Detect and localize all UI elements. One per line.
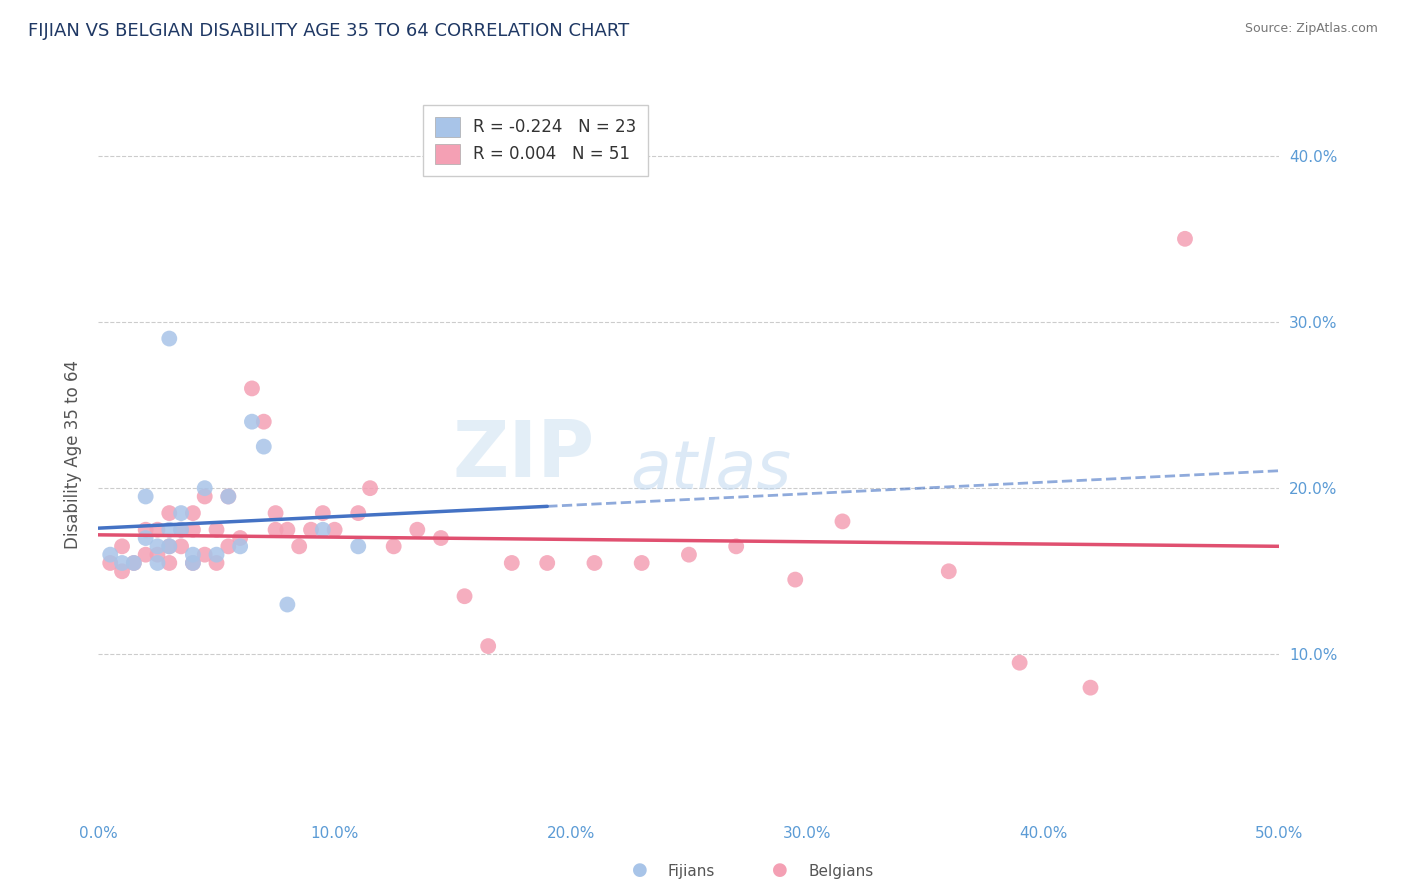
Point [157,332,180,346]
Point [240,381,263,395]
Legend: R = -0.224   N = 23, R = 0.004   N = 51: R = -0.224 N = 23, R = 0.004 N = 51 [423,105,648,176]
Point [146,539,169,553]
Point [938,564,960,578]
Point [194,490,217,504]
Point [217,539,239,553]
Point [122,556,145,570]
Point [111,564,134,578]
Point [359,481,381,495]
Point [312,523,335,537]
Point [146,556,169,570]
Point [170,539,193,553]
Point [288,539,311,553]
Point [264,523,287,537]
Point [264,506,287,520]
Point [276,523,298,537]
Point [1080,681,1102,695]
Text: Fijians: Fijians [668,863,716,879]
Point [276,598,298,612]
Point [630,556,652,570]
Point [205,523,228,537]
Point [1174,232,1197,246]
Point [240,415,263,429]
Point [253,440,276,454]
Text: ●: ● [772,861,789,879]
Point [135,531,157,545]
Point [135,490,157,504]
Text: ZIP: ZIP [453,417,595,493]
Point [831,515,853,529]
Point [583,556,606,570]
Point [157,523,180,537]
Point [181,506,204,520]
Point [1008,656,1031,670]
Point [453,589,475,603]
Point [181,556,204,570]
Point [111,539,134,553]
Point [253,415,276,429]
Point [170,523,193,537]
Point [312,506,335,520]
Text: atlas: atlas [630,436,792,502]
Point [111,556,134,570]
Point [135,523,157,537]
Point [678,548,700,562]
Point [406,523,429,537]
Point [217,490,239,504]
Point [194,481,217,495]
Point [205,556,228,570]
Point [323,523,346,537]
Point [135,548,157,562]
Point [157,539,180,553]
Point [229,531,252,545]
Point [382,539,405,553]
Point [347,539,370,553]
Point [170,506,193,520]
Point [146,548,169,562]
Point [477,639,499,653]
Point [157,556,180,570]
Point [170,523,193,537]
Point [725,539,748,553]
Point [122,556,145,570]
Point [98,548,121,562]
Point [347,506,370,520]
Text: Source: ZipAtlas.com: Source: ZipAtlas.com [1244,22,1378,36]
Point [785,573,807,587]
Point [205,548,228,562]
Point [299,523,322,537]
Point [501,556,523,570]
Point [536,556,558,570]
Y-axis label: Disability Age 35 to 64: Disability Age 35 to 64 [65,360,83,549]
Point [229,539,252,553]
Point [98,556,121,570]
Text: ●: ● [631,861,648,879]
Text: FIJIAN VS BELGIAN DISABILITY AGE 35 TO 64 CORRELATION CHART: FIJIAN VS BELGIAN DISABILITY AGE 35 TO 6… [28,22,630,40]
Point [146,523,169,537]
Text: Belgians: Belgians [808,863,873,879]
Point [430,531,453,545]
Point [217,490,239,504]
Point [157,506,180,520]
Point [181,548,204,562]
Point [181,556,204,570]
Point [194,548,217,562]
Point [181,523,204,537]
Point [157,539,180,553]
